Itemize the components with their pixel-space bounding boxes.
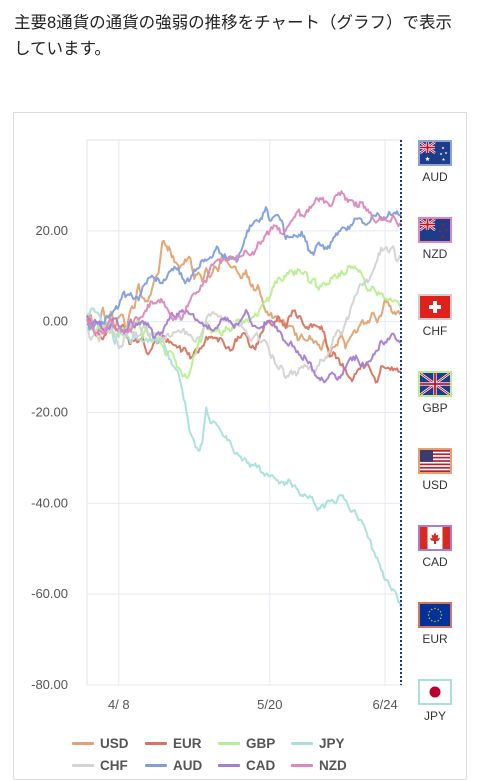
legend-label: GBP — [246, 735, 276, 751]
legend-item-nzd[interactable]: NZD — [291, 756, 364, 774]
series-line-nzd — [86, 190, 402, 335]
canada-flag-icon — [418, 525, 452, 551]
legend-swatch — [145, 763, 167, 767]
x-tick-label: 6/24 — [372, 697, 397, 712]
legend-label: USD — [100, 735, 129, 751]
legend-swatch — [72, 741, 94, 745]
legend-swatch — [218, 763, 240, 767]
legend-label: CHF — [100, 757, 128, 773]
legend-label: AUD — [173, 757, 203, 773]
legend-item-eur[interactable]: EUR — [145, 734, 218, 752]
japan-flag-icon — [418, 679, 452, 705]
series-line-jpy — [86, 307, 402, 608]
flag-label-cad: CAD — [422, 555, 448, 569]
chart-legend: USD EUR GBP JPY CHF AUD CAD NZD — [72, 734, 372, 774]
legend-item-jpy[interactable]: JPY — [291, 734, 364, 752]
flag-label-chf: CHF — [422, 324, 448, 338]
uk-flag-icon — [418, 371, 452, 397]
y-tick-label: -20.00 — [31, 405, 68, 420]
us-flag-icon — [418, 448, 452, 474]
legend-swatch — [291, 763, 313, 767]
legend-item-cad[interactable]: CAD — [218, 756, 291, 774]
series-line-chf — [86, 245, 402, 379]
flag-label-usd: USD — [422, 478, 448, 492]
eu-flag-icon — [418, 602, 452, 628]
flag-label-nzd: NZD — [422, 247, 448, 261]
legend-swatch — [145, 741, 167, 745]
legend-label: EUR — [173, 735, 202, 751]
series-line-cad — [86, 308, 402, 384]
legend-label: CAD — [246, 757, 276, 773]
y-tick-label: -40.00 — [31, 495, 68, 510]
legend-item-usd[interactable]: USD — [72, 734, 145, 752]
australia-flag-icon — [418, 140, 452, 166]
series-line-aud — [86, 206, 402, 331]
y-tick-label: 20.00 — [35, 223, 68, 238]
switzerland-flag-icon — [418, 294, 452, 320]
legend-item-aud[interactable]: AUD — [145, 756, 218, 774]
y-tick-label: -80.00 — [31, 677, 68, 692]
new-zealand-flag-icon — [418, 217, 452, 243]
series-line-usd — [86, 240, 402, 357]
flag-label-eur: EUR — [422, 632, 448, 646]
x-tick-label: 5/20 — [257, 697, 282, 712]
intro-text: 主要8通貨の通貨の強弱の推移をチャート（グラフ）で表示しています。 — [14, 14, 453, 58]
flag-label-jpy: JPY — [423, 709, 446, 723]
legend-item-chf[interactable]: CHF — [72, 756, 145, 774]
y-tick-label: 0.00 — [43, 314, 68, 329]
legend-swatch — [218, 741, 240, 745]
legend-item-gbp[interactable]: GBP — [218, 734, 291, 752]
flag-label-gbp: GBP — [422, 401, 448, 415]
y-tick-label: -60.00 — [31, 586, 68, 601]
flag-label-aud: AUD — [422, 170, 448, 184]
legend-swatch — [291, 741, 313, 745]
legend-label: JPY — [319, 735, 345, 751]
chart-panel — [13, 112, 467, 780]
legend-label: NZD — [319, 757, 347, 773]
x-tick-label: 4/ 8 — [108, 697, 130, 712]
legend-swatch — [72, 763, 94, 767]
